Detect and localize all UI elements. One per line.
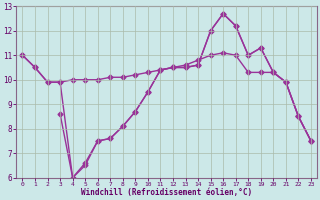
X-axis label: Windchill (Refroidissement éolien,°C): Windchill (Refroidissement éolien,°C) bbox=[81, 188, 252, 197]
